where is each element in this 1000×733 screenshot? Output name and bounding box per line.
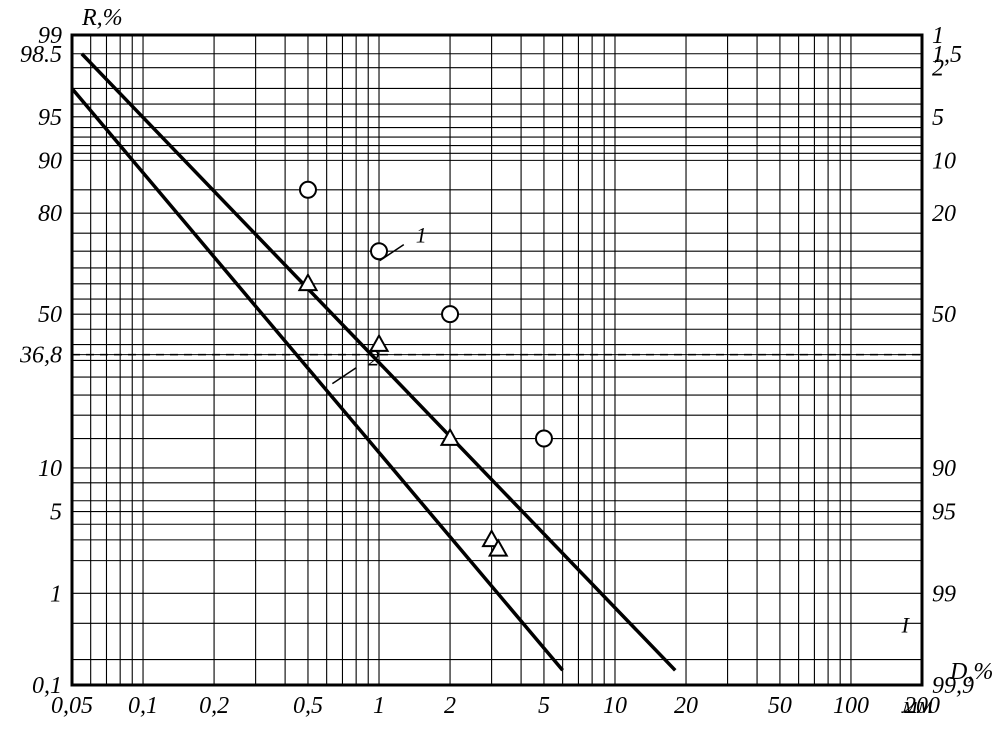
y-right-axis-label: D,%	[949, 659, 993, 685]
x-tick-label: 0,5	[293, 693, 323, 719]
chart-svg: 120,050,10,20,5125102050100200мм9998.595…	[0, 0, 1000, 733]
marker-circle	[442, 306, 458, 322]
y-left-tick-label: 1	[50, 581, 62, 607]
y-left-tick-label: 95	[38, 105, 62, 131]
series-label-2: 2	[368, 346, 379, 371]
x-tick-label: 50	[768, 693, 792, 719]
x-tick-label: 5	[538, 693, 550, 719]
marker-circle	[536, 431, 552, 447]
y-right-tick-label: 99	[932, 581, 956, 607]
y-right-tick-label: 2	[932, 56, 944, 82]
y-left-tick-label: 98.5	[20, 42, 62, 68]
y-left-tick-label: 36,8	[19, 343, 62, 369]
y-left-tick-label: 80	[38, 201, 62, 227]
y-left-axis-label: R,%	[81, 5, 123, 31]
x-tick-label: 2	[444, 693, 456, 719]
x-tick-label: 1	[373, 693, 385, 719]
y-right-tick-label: 10	[932, 148, 956, 174]
x-tick-label: 20	[674, 693, 698, 719]
y-right-tick-label: 5	[932, 105, 944, 131]
y-right-tick-label: 95	[932, 500, 956, 526]
y-right-tick-label: 90	[932, 456, 956, 482]
marker-circle	[300, 182, 316, 198]
probability-chart: 120,050,10,20,5125102050100200мм9998.595…	[0, 0, 1000, 733]
x-tick-label: 0,2	[199, 693, 229, 719]
y-right-tick-label: 20	[932, 201, 956, 227]
x-tick-label: 10	[603, 693, 627, 719]
y-left-tick-label: 90	[38, 148, 62, 174]
x-tick-label: 0,1	[128, 693, 158, 719]
y-left-tick-label: 10	[38, 456, 62, 482]
y-right-tick-label: 50	[932, 302, 956, 328]
series-label-1: 1	[416, 223, 427, 248]
x-tick-label: 100	[833, 693, 869, 719]
y-left-tick-label: 5	[50, 500, 62, 526]
x-axis-unit: мм	[901, 693, 933, 719]
y-left-tick-label: 50	[38, 302, 62, 328]
y-left-tick-label: 0,1	[32, 673, 62, 699]
